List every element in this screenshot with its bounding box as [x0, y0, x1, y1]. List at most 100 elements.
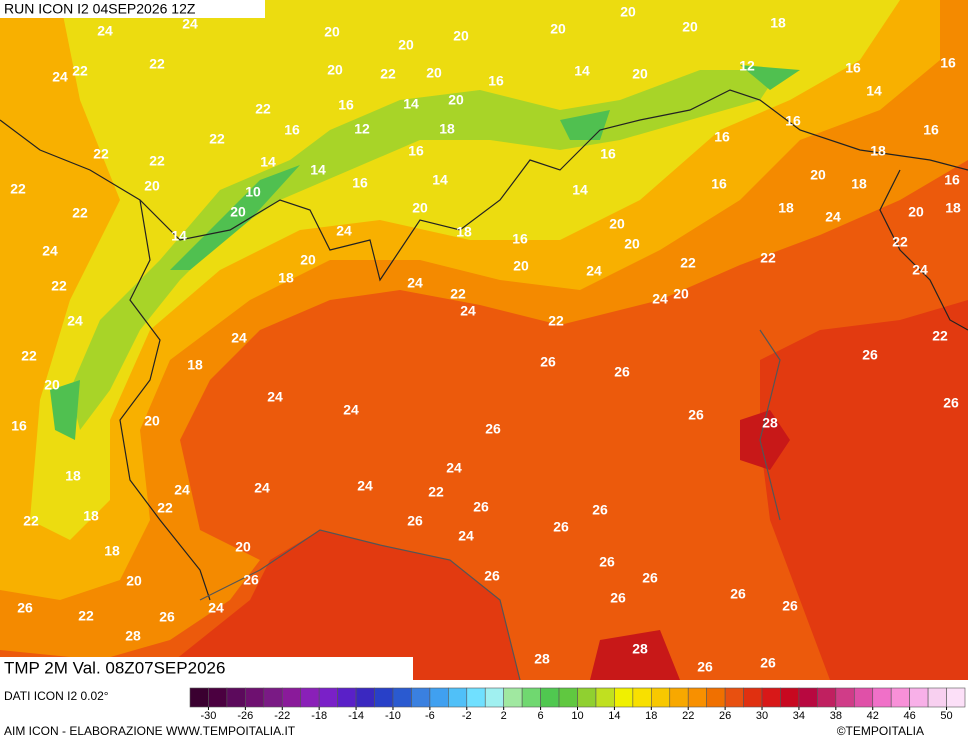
colorbar-tick-label: 34	[793, 710, 805, 722]
temperature-label: 18	[945, 200, 961, 216]
colorbar-cell	[521, 687, 541, 708]
temperature-label: 22	[932, 328, 948, 344]
temperature-label: 22	[255, 101, 271, 117]
temperature-label: 14	[310, 162, 326, 178]
temperature-label: 24	[407, 275, 423, 291]
colorbar-cell	[706, 687, 726, 708]
temperature-label: 26	[943, 395, 959, 411]
colorbar-cell	[835, 687, 855, 708]
temperature-label: 20	[126, 573, 142, 589]
colorbar-cell	[890, 687, 910, 708]
colorbar-cell	[281, 687, 302, 708]
colorbar-cell	[798, 687, 818, 708]
colorbar-tick-label: 14	[608, 710, 620, 722]
temperature-label: 18	[104, 543, 120, 559]
run-title: RUN ICON I2 04SEP2026 12Z	[4, 1, 196, 17]
temperature-label: 18	[778, 200, 794, 216]
colorbar-cell	[651, 687, 671, 708]
temperature-label: 16	[408, 143, 424, 159]
temperature-label: 22	[78, 608, 94, 624]
temperature-label: 22	[72, 205, 88, 221]
temperature-label: 24	[267, 389, 283, 405]
temperature-label: 14	[574, 63, 590, 79]
temperature-label: 22	[23, 513, 39, 529]
temperature-label: 20	[327, 62, 343, 78]
temperature-label: 16	[714, 129, 730, 145]
colorbar-tick-label: -10	[385, 710, 401, 722]
colorbar-tick-label: 22	[682, 710, 694, 722]
adriatic-sea	[760, 300, 968, 680]
temperature-label: 20	[426, 65, 442, 81]
temperature-label: 16	[785, 113, 801, 129]
temperature-label: 20	[448, 92, 464, 108]
temperature-label: 24	[182, 16, 198, 32]
alpine-green	[70, 70, 780, 430]
credit-label: AIM ICON - ELABORAZIONE WWW.TEMPOITALIA.…	[4, 724, 296, 738]
colorbar-cell	[595, 687, 615, 708]
temperature-label: 12	[739, 58, 755, 74]
colorbar-tick-label: 46	[904, 710, 916, 722]
colorbar-cell	[318, 687, 338, 708]
temperature-label: 18	[83, 508, 99, 524]
coastline	[759, 329, 781, 521]
colorbar-cell	[392, 687, 412, 708]
colorbar-cell	[263, 687, 283, 708]
temperature-label: 16	[338, 97, 354, 113]
temperature-label: 18	[851, 176, 867, 192]
temperature-label: 24	[97, 23, 113, 39]
colorbar-tick-label: 42	[867, 710, 879, 722]
temperature-label: 28	[632, 641, 648, 657]
temperature-label: 14	[403, 96, 419, 112]
colorbar-tick-label: -18	[311, 710, 327, 722]
temperature-label: 20	[682, 19, 698, 35]
temperature-label: 22	[72, 63, 88, 79]
temperature-label: 16	[11, 418, 27, 434]
warm-patch	[590, 410, 790, 680]
colorbar-cell	[724, 687, 744, 708]
colorbar-cell	[743, 687, 763, 708]
temperature-label: 16	[944, 172, 960, 188]
field-title: TMP 2M Val. 08Z07SEP2026	[4, 658, 225, 677]
temperature-label: 22	[680, 255, 696, 271]
temperature-label: 22	[209, 131, 225, 147]
temperature-label: 20	[412, 200, 428, 216]
temperature-label: 26	[592, 502, 608, 518]
colorbar-cell	[245, 687, 265, 708]
temperature-label: 16	[352, 175, 368, 191]
ligurian-sea	[150, 530, 520, 680]
colorbar-tick-label: 26	[719, 710, 731, 722]
temperature-label: 24	[446, 460, 462, 476]
temperature-label: 26	[614, 364, 630, 380]
colorbar-cell	[503, 687, 523, 708]
temperature-label: 26	[484, 568, 500, 584]
temperature-label: 20	[144, 413, 160, 429]
colorbar-tick-label: 30	[756, 710, 768, 722]
colorbar-cell	[189, 687, 209, 708]
colorbar-cell	[208, 687, 228, 708]
temperature-label: 14	[432, 172, 448, 188]
temperature-label: 20	[453, 28, 469, 44]
temperature-label: 14	[866, 83, 882, 99]
footer-box	[0, 657, 413, 680]
temperature-label: 22	[548, 313, 564, 329]
colorbar-tick-label: 50	[940, 710, 952, 722]
temperature-label: 26	[730, 586, 746, 602]
colorbar-cell	[577, 687, 597, 708]
temperature-label: 16	[512, 231, 528, 247]
temperature-label: 24	[586, 263, 602, 279]
temperature-label: 24	[42, 243, 58, 259]
temperature-label: 16	[711, 176, 727, 192]
colorbar-cell	[374, 687, 394, 708]
colorbar-cell	[669, 687, 689, 708]
temperature-label: 14	[260, 154, 276, 170]
temperature-label: 26	[553, 519, 569, 535]
temperature-label: 16	[845, 60, 861, 76]
temperature-label: 20	[398, 37, 414, 53]
temperature-label: 26	[243, 572, 259, 588]
temperature-label: 20	[300, 252, 316, 268]
temperature-label: 20	[230, 204, 246, 220]
colorbar-cell	[300, 687, 320, 708]
national-border	[0, 89, 968, 282]
temperature-label: 24	[357, 478, 373, 494]
